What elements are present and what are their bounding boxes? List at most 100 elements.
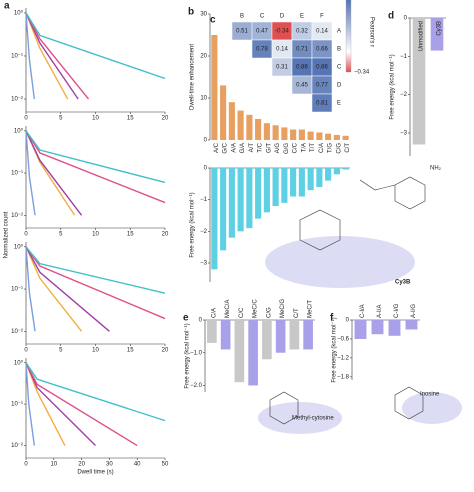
fit-line: [25, 246, 36, 332]
cell-label: 0.86: [296, 65, 308, 71]
fit-line: [25, 362, 96, 447]
column-label: D: [280, 14, 285, 20]
x-tick-label: 50: [162, 462, 169, 468]
annotation: Methyl-cytosine: [292, 416, 334, 422]
bar: [405, 320, 418, 330]
bar: [207, 320, 217, 343]
category-label: C/C: [293, 142, 299, 153]
x-tick-label: 0: [24, 462, 28, 468]
cell-label: 0.14: [316, 29, 328, 35]
cell-label: 0.66: [316, 47, 328, 53]
bar: [211, 35, 218, 140]
bar: [228, 102, 235, 140]
panel-label: e: [183, 313, 189, 324]
category-label: G/C: [223, 142, 229, 153]
y-tick-label: −0.6: [337, 337, 350, 343]
y-tick-label: 10⁻¹: [11, 54, 23, 60]
bar: [307, 168, 314, 191]
category-label: C/A: [319, 143, 325, 153]
bar: [248, 320, 258, 386]
row-label: A: [337, 29, 341, 35]
cell-label: 0.51: [236, 29, 248, 35]
y-tick-label: −2.0: [190, 383, 203, 389]
y-tick-label: 0: [346, 318, 350, 324]
inosine-highlight: [402, 392, 462, 424]
column-label: F: [320, 14, 324, 20]
bar: [412, 18, 426, 145]
bar: [263, 168, 270, 213]
fit-line: [25, 246, 166, 294]
x-tick-label: 40: [134, 462, 141, 468]
category-label: MeC/T: [308, 300, 314, 318]
bar: [281, 168, 288, 203]
category-label: C/T: [294, 308, 300, 318]
y-tick-label: 10⁰: [14, 243, 24, 250]
x-tick-label: 0: [24, 232, 28, 238]
category-label: C/C: [239, 307, 245, 318]
bar: [333, 168, 340, 175]
bar: [255, 119, 262, 140]
bar: [316, 168, 323, 187]
bar: [263, 123, 270, 140]
category-label: T/G: [328, 143, 334, 153]
category-label: C/G: [266, 307, 272, 318]
y-axis-label: Free energy (kcal mol⁻¹): [190, 192, 196, 257]
bar: [255, 168, 262, 219]
category-label: A-I/A: [377, 305, 383, 318]
category-label: MeC/C: [253, 299, 259, 318]
x-tick-label: 15: [127, 348, 134, 354]
bar: [289, 320, 300, 350]
fit-line: [25, 130, 83, 216]
y-tick-label: −1: [400, 54, 408, 60]
bar: [220, 168, 227, 251]
category-label: A/A: [231, 143, 237, 153]
y-tick-label: −2: [400, 92, 408, 98]
bar: [237, 168, 244, 232]
bar: [298, 129, 305, 140]
y-tick-label: 10: [200, 96, 207, 102]
category-label: G/A: [240, 143, 246, 153]
column-label: C: [260, 14, 265, 20]
bar: [272, 125, 279, 140]
bar: [272, 168, 279, 206]
bar: [275, 320, 286, 353]
y-tick-label: −2: [200, 229, 208, 235]
cell-label: 0.45: [296, 83, 308, 89]
bar: [262, 320, 272, 360]
colorbar: [345, 0, 352, 73]
structure-sketch: [269, 386, 424, 425]
fit-line: [25, 12, 166, 80]
y-tick-label: −1.0: [190, 350, 203, 356]
bar: [333, 134, 340, 140]
y-tick-label: 10⁻¹: [11, 171, 23, 177]
y-tick-label: 0: [204, 138, 208, 144]
bar: [281, 127, 288, 140]
cell-label: 0.31: [276, 65, 288, 71]
row-label: B: [337, 47, 341, 53]
y-tick-label: 20: [200, 54, 207, 60]
cell-label: 0.77: [316, 83, 328, 89]
y-tick-label: 0: [204, 166, 208, 172]
x-tick-label: 20: [162, 232, 169, 238]
annotation: NH₂: [430, 166, 442, 172]
cell-label: 0.47: [256, 29, 268, 35]
cell-label: -0.34: [275, 29, 289, 35]
bar: [325, 133, 332, 140]
y-tick-label: 10⁰: [14, 359, 24, 366]
bar: [246, 168, 253, 229]
bar: [220, 320, 231, 350]
category-label: T/T: [310, 143, 316, 152]
row-label: E: [337, 101, 341, 107]
bar: [371, 320, 384, 335]
bar: [228, 168, 235, 238]
category-label: A-I/G: [411, 304, 417, 318]
y-axis-label: Free energy (kcal mol⁻¹): [390, 54, 396, 119]
structure-sketch: [299, 176, 426, 251]
column-label: E: [300, 14, 304, 20]
y-tick-label: 10⁰: [14, 127, 24, 134]
category-label: Cy3B: [437, 21, 443, 36]
bar: [325, 168, 332, 181]
cell-label: 0.78: [256, 47, 268, 53]
x-axis-label: Dwell time (s): [77, 470, 113, 476]
bar: [303, 320, 313, 350]
